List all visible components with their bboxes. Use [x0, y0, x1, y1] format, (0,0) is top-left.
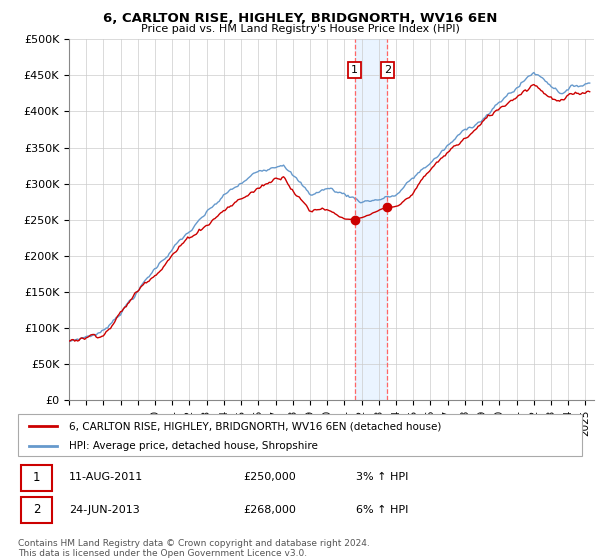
Text: 2: 2 [384, 65, 391, 75]
Text: 24-JUN-2013: 24-JUN-2013 [69, 505, 140, 515]
Text: Price paid vs. HM Land Registry's House Price Index (HPI): Price paid vs. HM Land Registry's House … [140, 24, 460, 34]
Text: 6% ↑ HPI: 6% ↑ HPI [356, 505, 409, 515]
Text: 2: 2 [33, 503, 40, 516]
Text: HPI: Average price, detached house, Shropshire: HPI: Average price, detached house, Shro… [69, 441, 317, 451]
Text: 11-AUG-2011: 11-AUG-2011 [69, 473, 143, 482]
Text: 1: 1 [33, 471, 40, 484]
Text: 3% ↑ HPI: 3% ↑ HPI [356, 473, 409, 482]
Text: 1: 1 [351, 65, 358, 75]
FancyBboxPatch shape [21, 497, 52, 523]
Text: 6, CARLTON RISE, HIGHLEY, BRIDGNORTH, WV16 6EN (detached house): 6, CARLTON RISE, HIGHLEY, BRIDGNORTH, WV… [69, 421, 441, 431]
FancyBboxPatch shape [18, 414, 582, 456]
Text: Contains HM Land Registry data © Crown copyright and database right 2024.
This d: Contains HM Land Registry data © Crown c… [18, 539, 370, 558]
FancyBboxPatch shape [21, 465, 52, 491]
Text: 6, CARLTON RISE, HIGHLEY, BRIDGNORTH, WV16 6EN: 6, CARLTON RISE, HIGHLEY, BRIDGNORTH, WV… [103, 12, 497, 25]
Bar [355, 39, 388, 400]
Text: £268,000: £268,000 [244, 505, 296, 515]
Text: £250,000: £250,000 [244, 473, 296, 482]
